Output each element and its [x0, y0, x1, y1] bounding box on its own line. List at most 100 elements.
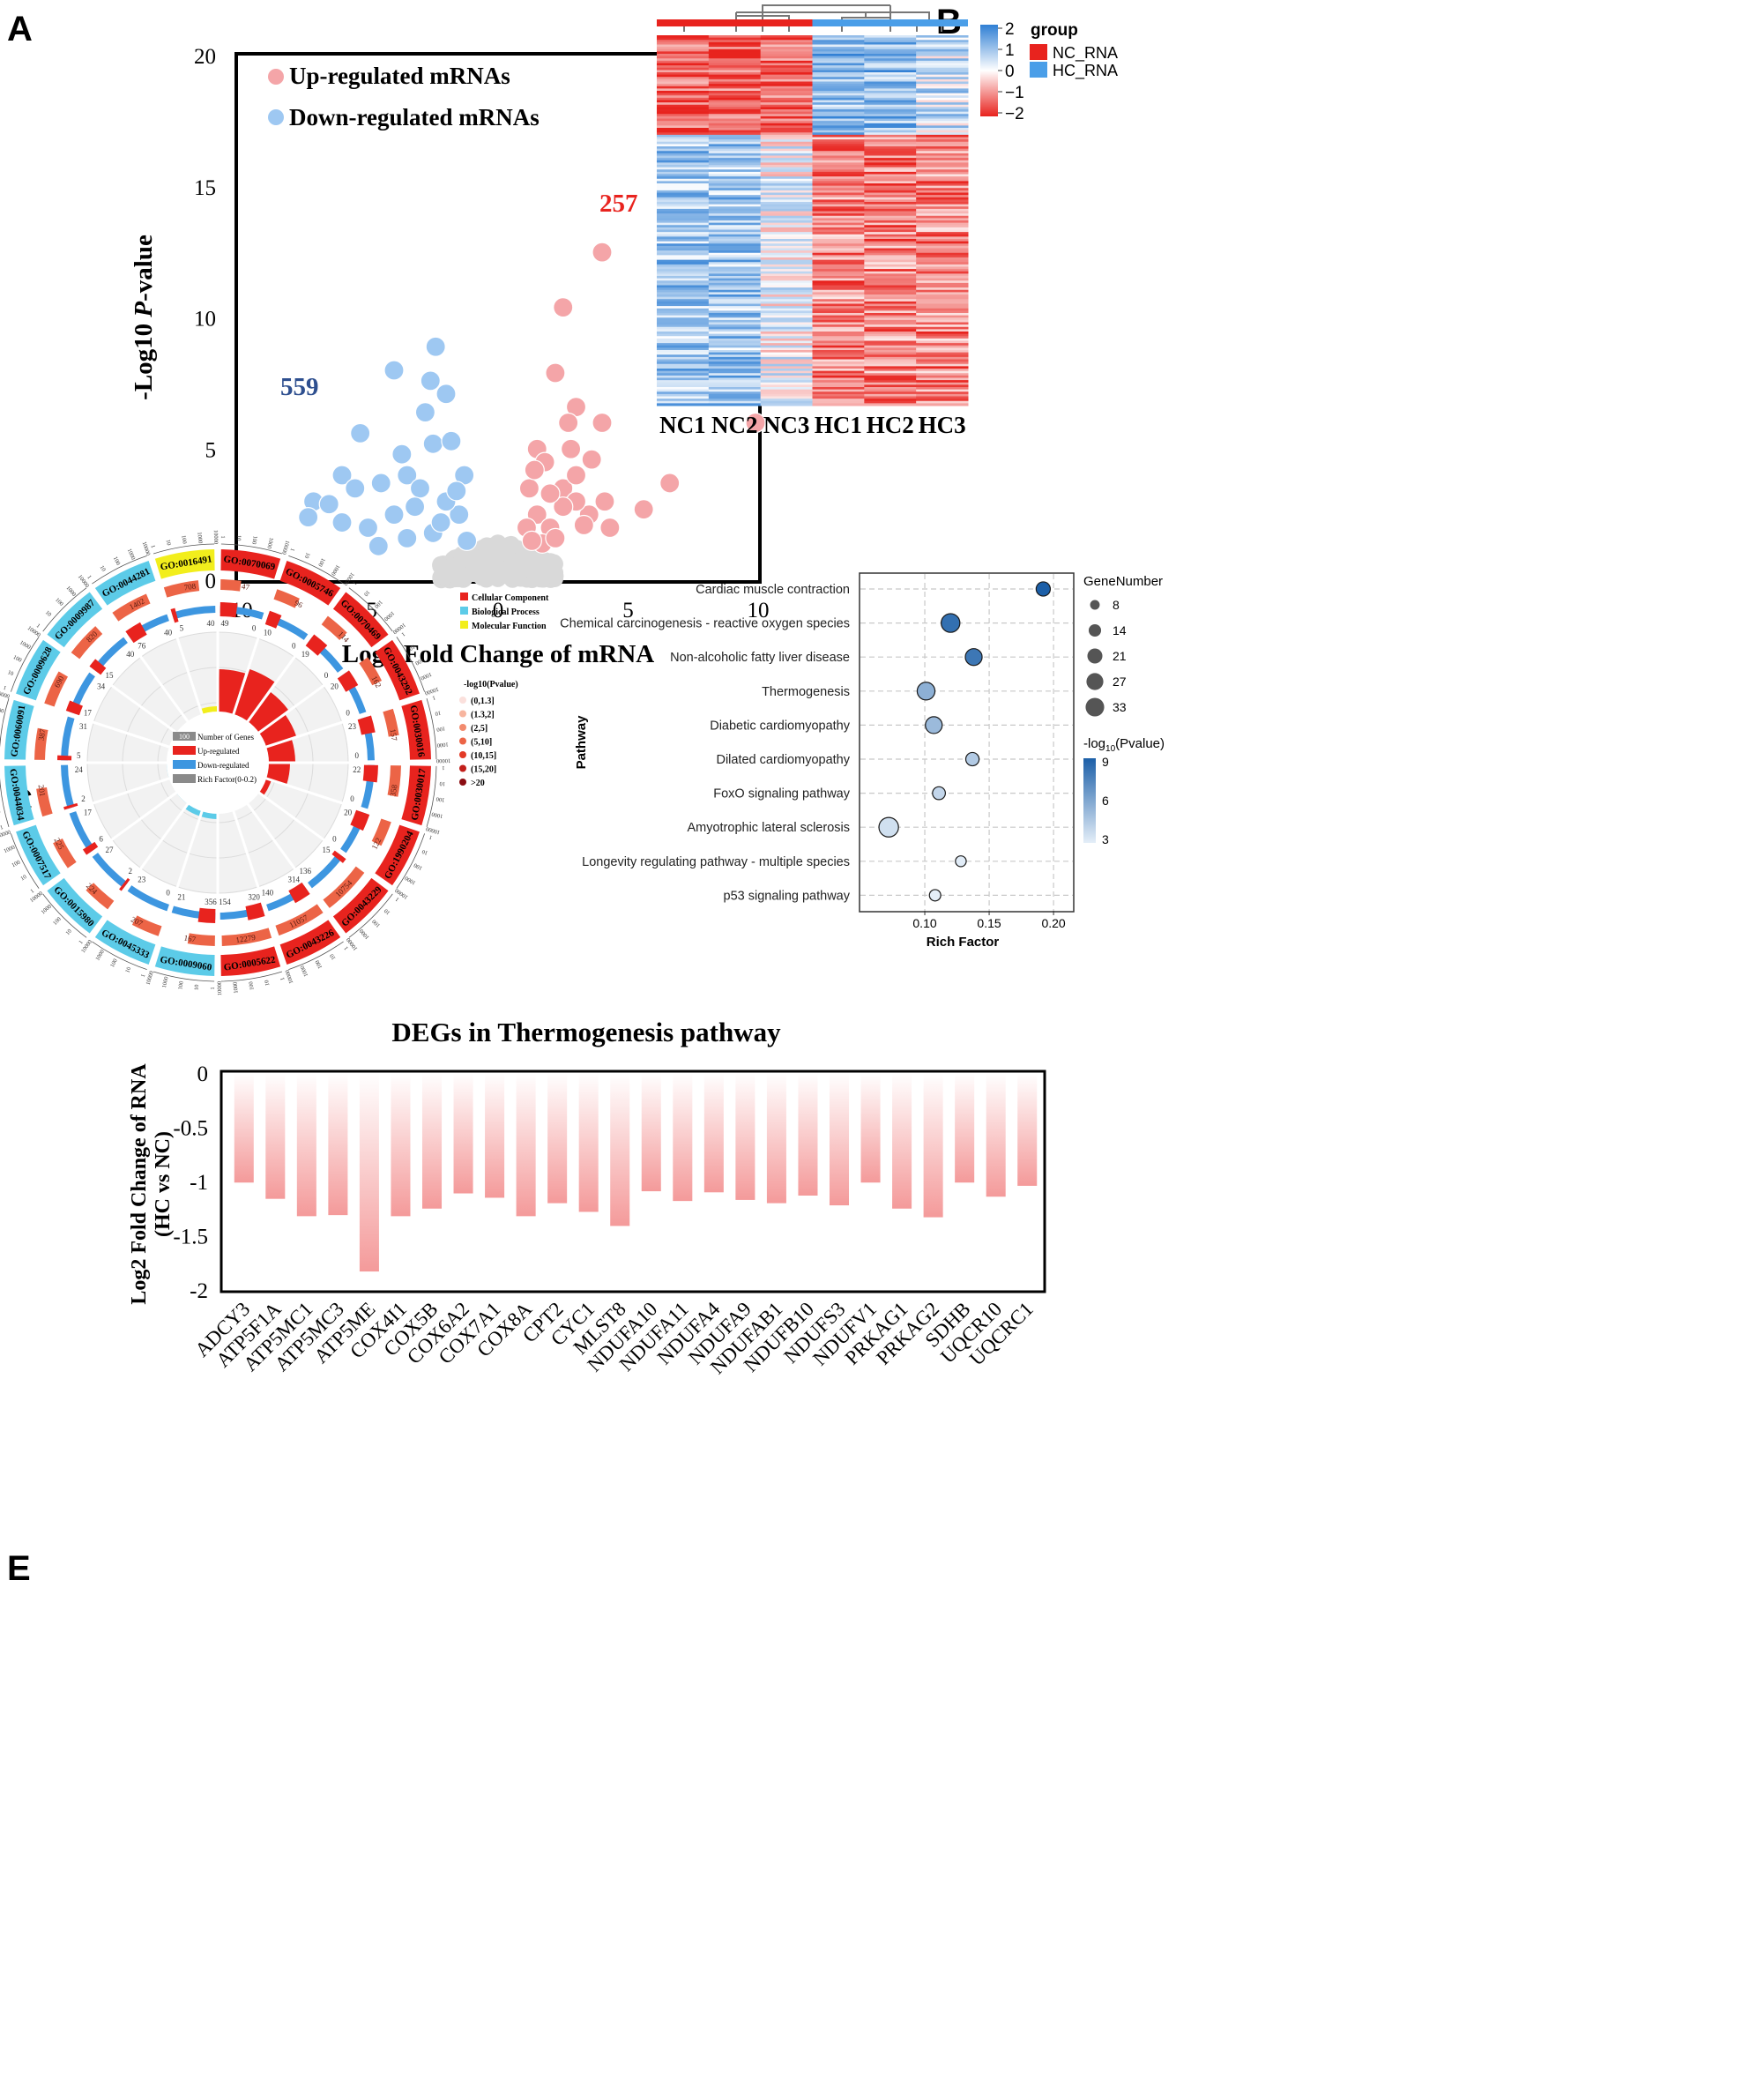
pathway-bubble — [925, 716, 943, 734]
heatmap-cell — [760, 139, 813, 143]
gene-count-bar — [34, 727, 48, 760]
heatmap-cell — [812, 380, 865, 384]
up-regulated-ring — [357, 715, 376, 735]
scale-arc — [0, 697, 10, 749]
heatmap-cell — [708, 56, 762, 59]
scale-tick-label: 10000 — [285, 969, 295, 985]
column-dendrogram — [683, 4, 942, 32]
up-regulated-ring — [331, 850, 346, 863]
heatmap-cell — [916, 345, 969, 348]
heatmap-cell — [708, 178, 762, 182]
heatmap-cell — [916, 239, 969, 242]
heatmap-cell — [864, 317, 917, 321]
heatmap-cell — [760, 190, 813, 193]
heatmap-cell — [657, 399, 710, 402]
heatmap-cell — [864, 303, 917, 307]
center-legend-label: Down-regulated — [197, 761, 249, 770]
up-regulated-ring — [350, 809, 370, 831]
heatmap-cell — [657, 285, 710, 288]
heatmap-cell — [916, 202, 969, 205]
heatmap-cell — [760, 153, 813, 156]
down-regulated-point — [456, 530, 478, 551]
heatmap-cell — [760, 188, 813, 191]
heatmap-cell — [657, 188, 710, 191]
heatmap-cell — [812, 299, 865, 302]
heatmap-cell — [916, 70, 969, 73]
heatmap-cell — [864, 102, 917, 106]
heatmap-cell — [760, 118, 813, 122]
heatmap-cell — [812, 56, 865, 59]
heatmap-cell — [708, 167, 762, 170]
panel-label-a: A — [7, 10, 33, 48]
heatmap-cell — [708, 102, 762, 106]
go-term-box — [4, 765, 34, 826]
heatmap-cell — [916, 287, 969, 291]
go-term-box — [47, 592, 103, 648]
heatmap-cell — [708, 197, 762, 200]
down-count-label: 0 — [324, 671, 329, 680]
heatmap-cell — [812, 278, 865, 281]
heatmap-cell — [864, 225, 917, 228]
scale-arc — [348, 587, 393, 632]
bar-ndufa11 — [673, 1073, 693, 1202]
heatmap-cell — [916, 95, 969, 99]
heatmap-cell — [760, 264, 813, 267]
scale-arc — [92, 941, 147, 971]
heatmap-cell — [812, 266, 865, 270]
heatmap-cell — [864, 40, 917, 43]
heatmap-cell — [760, 347, 813, 351]
heatmap-cell — [657, 236, 710, 240]
heatmap-cell — [708, 162, 762, 166]
heatmap-cell — [916, 336, 969, 339]
heatmap-cell — [916, 188, 969, 191]
pathway-label: FoxO signaling pathway — [713, 787, 850, 801]
heatmap-cell — [708, 37, 762, 41]
heatmap-cell — [657, 134, 710, 138]
heatmap-cell — [916, 232, 969, 235]
scale-tick-label: 100 — [435, 795, 445, 802]
scale-tick-label: 100 — [11, 860, 21, 869]
size-legend-dot — [1090, 600, 1100, 610]
heatmap-cell — [708, 144, 762, 147]
heatmap-cell — [916, 208, 969, 212]
heatmap-cell — [708, 340, 762, 344]
heatmap-cell — [916, 333, 969, 337]
scale-tick-label: 10 — [264, 980, 271, 987]
heatmap-cell — [760, 72, 813, 76]
scale-tick-label: 1000 — [0, 706, 4, 715]
heatmap-cell — [708, 359, 762, 362]
heatmap-cell — [916, 167, 969, 170]
heatmap-cell — [760, 354, 813, 358]
heatmap-cell — [657, 345, 710, 348]
down-count-label: 27 — [106, 846, 115, 854]
heatmap-cell — [916, 280, 969, 284]
bar-x-labels: ADCY3ATP5F1AATP5MC1ATP5MC3ATP5MECOX4I1CO… — [190, 1298, 1037, 1379]
heatmap-cell — [708, 356, 762, 360]
go-term-box — [154, 549, 215, 579]
heatmap-cell — [864, 280, 917, 284]
circos-legend: Cellular Component Biological Process Mole… — [459, 593, 549, 788]
heatmap-cell — [760, 178, 813, 182]
heatmap-cell — [657, 234, 710, 237]
heatmap-cell — [812, 363, 865, 367]
heatmap-cell — [760, 299, 813, 302]
heatmap-cell — [864, 255, 917, 258]
size-legend-dot — [1087, 648, 1103, 664]
down-count-label: 21 — [177, 893, 185, 902]
kegg-bubbles — [878, 581, 1052, 902]
heatmap-cell — [864, 262, 917, 265]
scale-tick-label: 1000 — [161, 976, 170, 988]
heatmap-cell — [760, 100, 813, 103]
heatmap-cell — [708, 387, 762, 391]
heatmap-cell — [708, 206, 762, 210]
heatmap-cell — [864, 332, 917, 335]
scale-arc — [153, 971, 215, 982]
pathway-label: Chemical carcinogenesis - reactive oxyge… — [560, 617, 850, 631]
heatmap-cell — [760, 67, 813, 71]
heatmap-cell — [760, 343, 813, 347]
heatmap-cell — [657, 199, 710, 203]
heatmap-cell — [864, 60, 917, 63]
heatmap-cell — [812, 169, 865, 173]
heatmap-cell — [657, 167, 710, 170]
heatmap-cell — [864, 107, 917, 110]
